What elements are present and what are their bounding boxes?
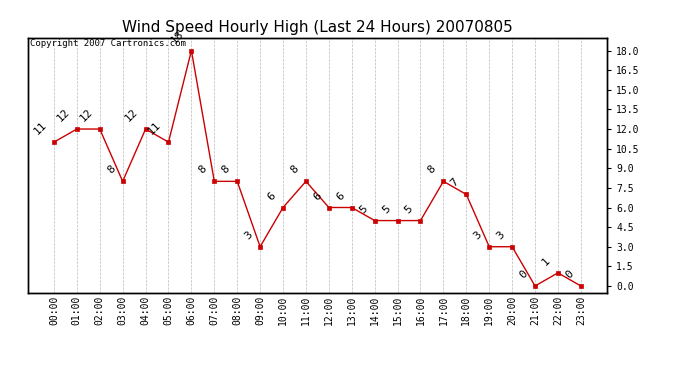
Text: 8: 8: [220, 164, 232, 176]
Text: 6: 6: [335, 190, 346, 202]
Text: 8: 8: [426, 164, 438, 176]
Text: 7: 7: [449, 177, 461, 189]
Text: 6: 6: [311, 190, 324, 202]
Text: 6: 6: [266, 190, 277, 202]
Text: 1: 1: [540, 255, 553, 267]
Text: 8: 8: [106, 164, 117, 176]
Text: 3: 3: [495, 230, 506, 241]
Text: 11: 11: [146, 120, 163, 136]
Text: 5: 5: [380, 203, 392, 215]
Text: Copyright 2007 Cartronics.com: Copyright 2007 Cartronics.com: [30, 39, 186, 48]
Text: 8: 8: [288, 164, 300, 176]
Text: 5: 5: [403, 203, 415, 215]
Text: 12: 12: [77, 107, 95, 123]
Text: 12: 12: [55, 107, 71, 123]
Text: 8: 8: [197, 164, 209, 176]
Text: 0: 0: [564, 268, 575, 280]
Text: 11: 11: [32, 120, 48, 136]
Text: 12: 12: [124, 107, 140, 123]
Text: 3: 3: [472, 230, 484, 241]
Text: 3: 3: [243, 230, 255, 241]
Title: Wind Speed Hourly High (Last 24 Hours) 20070805: Wind Speed Hourly High (Last 24 Hours) 2…: [122, 20, 513, 35]
Text: 5: 5: [357, 203, 369, 215]
Text: 18: 18: [169, 28, 186, 45]
Text: 0: 0: [518, 268, 529, 280]
